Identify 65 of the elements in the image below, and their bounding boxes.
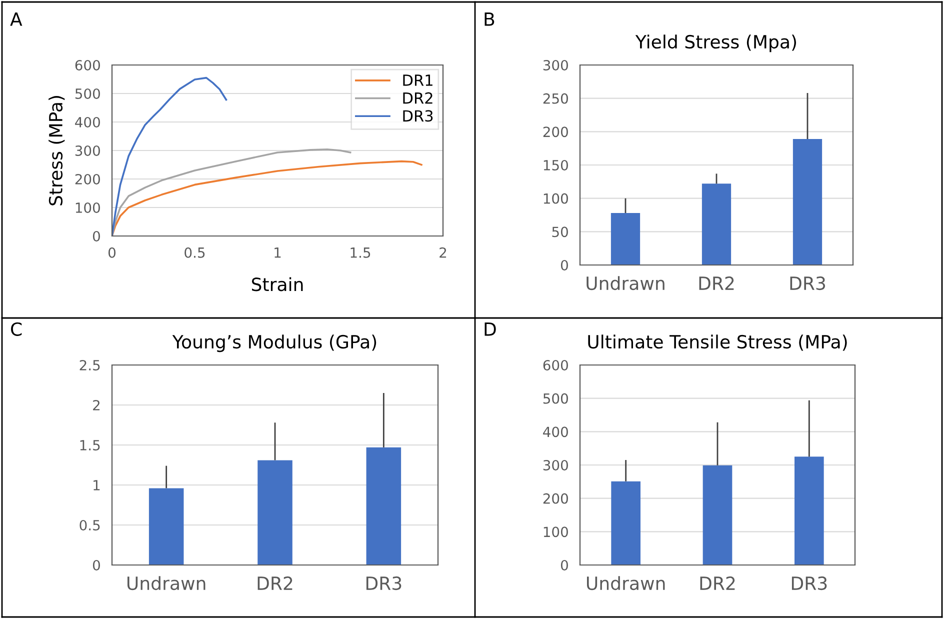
x-tick-label: 1 <box>274 248 281 258</box>
y-tick-label: 100 <box>544 193 568 204</box>
y-tick-label: 2.5 <box>80 360 100 370</box>
y-tick-label: 100 <box>76 202 100 213</box>
y-tick-label: 1.5 <box>80 440 100 450</box>
x-tick-label: DR2 <box>699 276 734 290</box>
line-series <box>112 76 228 236</box>
x-tick-label: 0 <box>108 247 116 258</box>
y-tick-label: 300 <box>543 460 568 470</box>
y-tick-label: 400 <box>75 116 100 128</box>
text: D <box>484 322 496 336</box>
bar <box>792 139 822 265</box>
y-tick-label: 200 <box>543 126 568 138</box>
text: C <box>11 322 22 336</box>
x-tick-label: DR3 <box>790 276 826 290</box>
chart-title: Young’s Modulus (GPa) <box>172 334 376 352</box>
bar <box>611 481 640 565</box>
y-tick-label: 2 <box>93 400 100 410</box>
chart-title: Yield Stress (Mpa) <box>635 34 796 52</box>
y-tick-label: 200 <box>75 174 100 184</box>
y-tick-label: 1 <box>94 480 100 490</box>
text: A <box>10 12 22 26</box>
y-tick-label: 300 <box>543 60 568 70</box>
x-tick-label: Undrawn <box>586 276 664 290</box>
y-tick-label: 300 <box>75 145 100 156</box>
x-tick-label: 1.5 <box>350 248 370 258</box>
y-tick-label: 0.5 <box>80 520 100 530</box>
y-tick-label: 0 <box>560 560 568 570</box>
y-tick-label: 0 <box>92 230 100 242</box>
x-tick-label: 2 <box>440 247 446 258</box>
y-tick-label: 500 <box>543 393 568 404</box>
y-tick-label: 100 <box>544 526 568 538</box>
bar <box>148 488 184 565</box>
x-tick-label: DR2 <box>258 576 292 590</box>
y-tick-label: 0 <box>560 260 568 270</box>
y-tick-label: 50 <box>552 226 568 238</box>
x-tick-label: Undrawn <box>127 576 206 590</box>
text: B <box>484 12 494 26</box>
y-tick-label: 0 <box>92 560 100 570</box>
y-tick-label: 250 <box>543 93 568 104</box>
bar <box>702 184 732 265</box>
y-axis-title: Stress (MPa) <box>48 96 65 206</box>
y-tick-label: 150 <box>544 160 568 170</box>
x-tick-label: DR3 <box>366 576 402 590</box>
x-tick-label: DR2 <box>700 576 735 590</box>
x-tick-label: DR3 <box>792 576 827 590</box>
y-tick-label: 500 <box>75 88 100 99</box>
x-axis-title: Strain <box>252 277 303 292</box>
bar <box>258 460 292 565</box>
bar <box>366 447 402 565</box>
x-tick-label: 0.5 <box>184 247 205 258</box>
bar <box>794 456 824 565</box>
line-series <box>112 160 422 236</box>
legend-label: DR1 <box>403 74 432 86</box>
bar <box>610 213 640 265</box>
chart-title: Ultimate Tensile Stress (MPa) <box>588 334 847 351</box>
y-tick-label: 600 <box>543 360 568 370</box>
bar <box>702 465 732 565</box>
legend-label: DR3 <box>403 110 433 122</box>
line-series <box>112 148 352 236</box>
x-tick-label: Undrawn <box>586 576 665 590</box>
y-tick-label: 400 <box>543 426 568 438</box>
y-tick-label: 200 <box>543 493 568 504</box>
legend-label: DR2 <box>403 92 432 104</box>
y-tick-label: 600 <box>75 60 100 70</box>
